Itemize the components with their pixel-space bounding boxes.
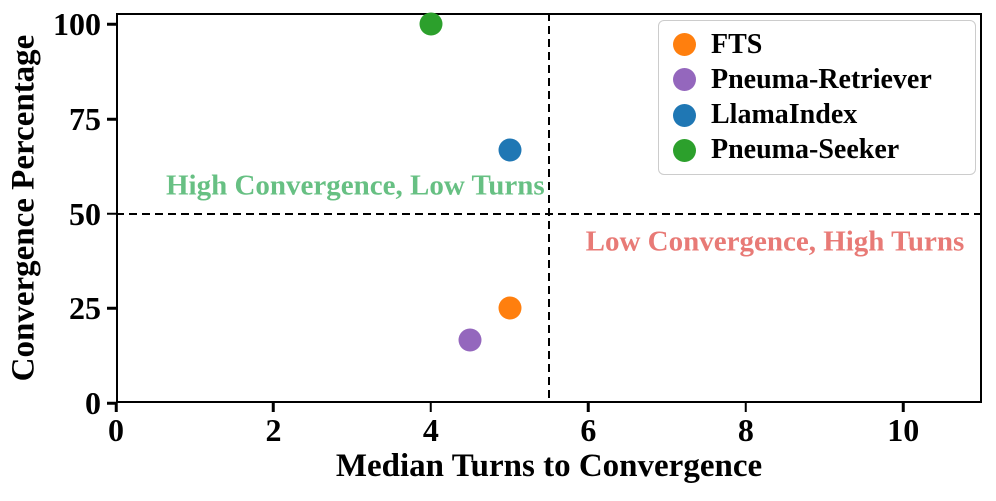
legend-marker-icon bbox=[673, 138, 696, 162]
x-tick-label: 6 bbox=[580, 412, 597, 448]
y-tick-label: 100 bbox=[53, 6, 101, 43]
x-tick-label: 10 bbox=[887, 412, 920, 448]
quadrant-annotation: Low Convergence, High Turns bbox=[585, 225, 965, 258]
legend-label: FTS bbox=[711, 28, 763, 60]
y-axis-label: Convergence Percentage bbox=[5, 34, 42, 382]
x-tick-label: 2 bbox=[265, 412, 282, 448]
legend: FTS Pneuma-Retriever LlamaIndex Pneuma-Seek… bbox=[658, 20, 976, 175]
data-point-pneuma-seeker bbox=[419, 12, 443, 36]
legend-entry: Pneuma-Retriever bbox=[673, 63, 975, 95]
x-tick-mark bbox=[587, 403, 590, 412]
y-tick-label: 0 bbox=[85, 385, 101, 421]
legend-marker-icon bbox=[673, 33, 696, 57]
legend-label: Pneuma-Retriever bbox=[711, 63, 932, 95]
data-point-llamaindex bbox=[498, 138, 522, 162]
legend-marker-icon bbox=[673, 68, 696, 92]
y-tick-mark bbox=[107, 307, 116, 310]
legend-label: LlamaIndex bbox=[711, 99, 858, 131]
x-axis-label: Median Turns to Convergence bbox=[335, 448, 763, 484]
y-tick-mark bbox=[107, 23, 116, 26]
legend-label: Pneuma-Seeker bbox=[711, 134, 900, 166]
x-tick-mark bbox=[744, 403, 748, 412]
y-tick-label: 75 bbox=[69, 101, 101, 138]
data-point-fts bbox=[498, 296, 522, 320]
legend-entry: FTS bbox=[673, 28, 975, 60]
x-tick-label: 0 bbox=[108, 412, 124, 448]
x-tick-label: 8 bbox=[737, 412, 754, 448]
y-tick-mark bbox=[107, 117, 116, 121]
quadrant-annotation: High Convergence, Low Turns bbox=[165, 169, 545, 202]
legend-entry: Pneuma-Seeker bbox=[673, 136, 975, 164]
y-tick-label: 25 bbox=[69, 290, 101, 327]
y-tick-label: 50 bbox=[69, 195, 101, 232]
data-point-pneuma-retriever bbox=[458, 328, 482, 352]
x-tick-mark bbox=[429, 403, 433, 412]
legend-marker-icon bbox=[673, 103, 696, 127]
y-tick-mark bbox=[107, 212, 116, 215]
x-tick-mark bbox=[902, 403, 905, 412]
x-tick-mark bbox=[114, 403, 118, 412]
reference-line-vertical bbox=[548, 13, 550, 403]
legend-entry: LlamaIndex bbox=[673, 101, 975, 129]
x-tick-label: 4 bbox=[422, 412, 439, 448]
y-tick-mark bbox=[107, 401, 116, 405]
x-tick-mark bbox=[272, 403, 275, 412]
